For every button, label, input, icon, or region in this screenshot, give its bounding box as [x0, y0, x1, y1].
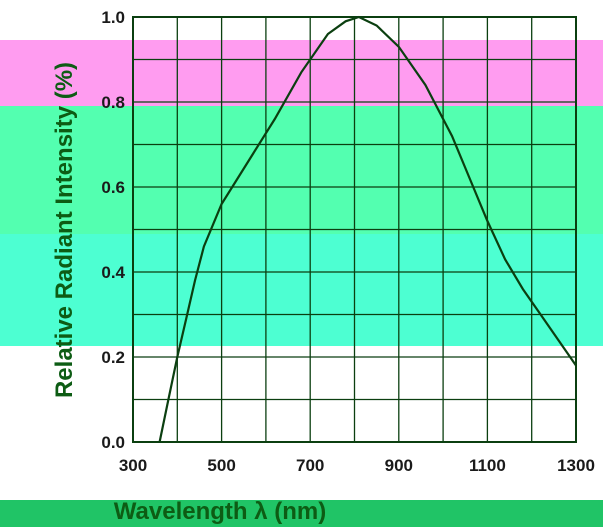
band-bottom — [0, 500, 603, 527]
x-tick-label: 900 — [385, 456, 413, 475]
y-axis-title: Relative Radiant Intensity (%) — [51, 62, 78, 398]
y-tick-label: 0.0 — [101, 433, 125, 452]
y-tick-label: 0.2 — [101, 348, 125, 367]
plot-frame — [132, 16, 577, 443]
tick-labels: 300 500 700 900 1100 1300 0.0 0.2 0.4 0.6 0.8 1.0 — [101, 8, 595, 475]
y-tick-label: 0.8 — [101, 93, 125, 112]
x-axis-title: Wavelength λ (nm) — [114, 498, 326, 525]
band-mid — [0, 106, 603, 234]
series-line — [158, 15, 577, 443]
x-tick-label: 300 — [119, 456, 147, 475]
y-tick-label: 0.4 — [101, 263, 125, 282]
x-tick-label: 1300 — [557, 456, 595, 475]
y-tick-label: 0.6 — [101, 178, 125, 197]
x-tick-label: 700 — [296, 456, 324, 475]
x-tick-label: 500 — [207, 456, 235, 475]
x-tick-label: 1100 — [469, 456, 506, 475]
y-tick-label: 1.0 — [101, 8, 125, 27]
grid — [133, 17, 576, 442]
